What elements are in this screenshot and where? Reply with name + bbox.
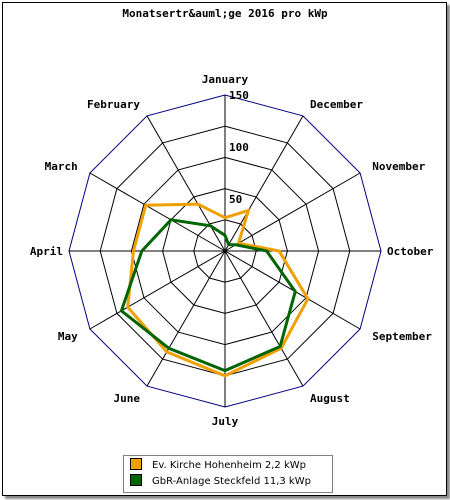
series-line-0 — [126, 202, 310, 378]
category-label-july: July — [212, 415, 239, 428]
category-label-november: November — [372, 160, 425, 173]
category-label-may: May — [58, 330, 78, 343]
legend-item-1: GbR-Anlage Steckfeld 11,3 kWp — [130, 474, 311, 490]
category-label-october: October — [387, 245, 434, 258]
radial-tick-label-100: 100 — [229, 141, 249, 154]
category-label-august: August — [310, 392, 350, 405]
category-label-february: February — [87, 98, 140, 111]
series-line-1 — [119, 218, 297, 373]
category-label-march: March — [45, 160, 78, 173]
radar-chart: Monatsertr&auml;ge 2016 pro kWp January F… — [30, 7, 434, 428]
legend-swatch-1 — [130, 474, 142, 486]
category-label-december: December — [310, 98, 363, 111]
spoke-november — [224, 172, 361, 252]
category-labels: January February March April May June July Augu… — [30, 73, 434, 428]
spoke-june — [146, 250, 226, 387]
category-label-january: January — [202, 73, 249, 86]
radial-tick-label-150: 150 — [229, 89, 249, 102]
spoke-march — [89, 172, 226, 252]
legend-item-0: Ev. Kirche Hohenheim 2,2 kWp — [130, 458, 306, 474]
legend-label-1: GbR-Anlage Steckfeld 11,3 kWp — [152, 476, 311, 487]
spoke-august — [224, 250, 304, 387]
category-label-september: September — [372, 330, 432, 343]
legend-swatch-0 — [130, 458, 142, 470]
category-label-june: June — [114, 392, 141, 405]
legend: Ev. Kirche Hohenheim 2,2 kWp GbR-Anlage … — [123, 455, 333, 493]
legend-label-0: Ev. Kirche Hohenheim 2,2 kWp — [152, 460, 306, 471]
radar-series — [119, 202, 310, 378]
chart-frame: Monatsertr&auml;ge 2016 pro kWp January F… — [2, 2, 447, 496]
radar-spokes — [69, 95, 381, 407]
radial-tick-labels: 50 100 150 — [229, 89, 249, 206]
spoke-december — [224, 115, 304, 252]
chart-title: Monatsertr&auml;ge 2016 pro kWp — [122, 7, 328, 20]
radial-tick-label-50: 50 — [229, 193, 242, 206]
category-label-april: April — [30, 245, 63, 258]
spoke-may — [89, 250, 226, 330]
